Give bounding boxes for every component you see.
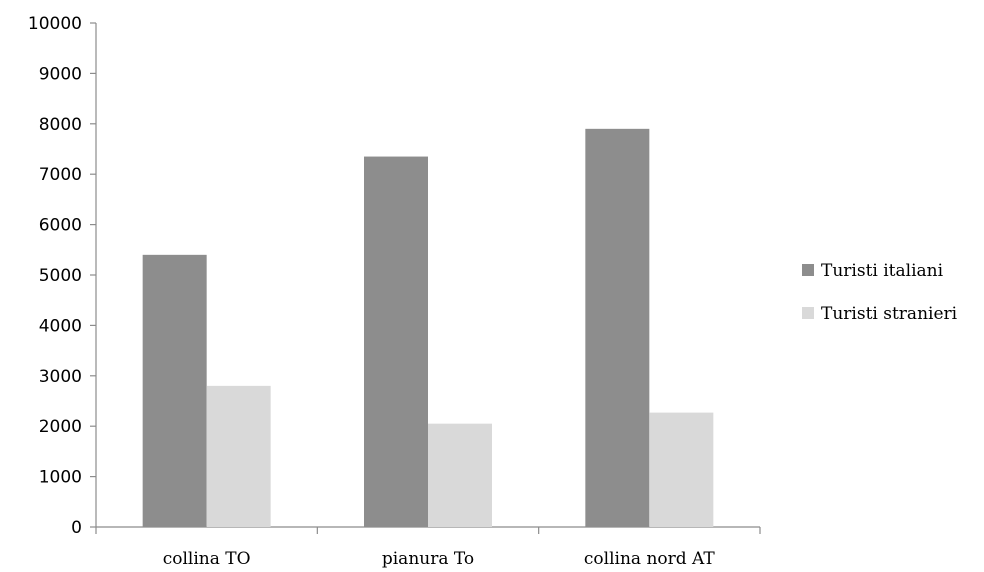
y-tick-label: 6000 bbox=[39, 216, 82, 236]
y-tick-label: 7000 bbox=[39, 165, 82, 185]
y-tick-label: 9000 bbox=[39, 64, 82, 84]
bar-italiani bbox=[142, 254, 207, 527]
bar-stranieri bbox=[206, 385, 271, 527]
y-tick-label: 0 bbox=[71, 518, 82, 538]
legend-label: Turisti italiani bbox=[821, 261, 944, 281]
y-tick-label: 10000 bbox=[28, 14, 82, 34]
legend-swatch bbox=[802, 264, 814, 276]
y-tick-label: 1000 bbox=[39, 468, 82, 488]
y-tick-label: 5000 bbox=[39, 266, 82, 286]
x-category-label: collina nord AT bbox=[584, 549, 715, 569]
y-tick-label: 2000 bbox=[39, 417, 82, 437]
legend-swatch bbox=[802, 307, 814, 319]
legend: Turisti italiani Turisti stranieri bbox=[802, 261, 958, 324]
x-category-label: pianura To bbox=[382, 549, 474, 569]
x-axis: collina TO pianura To collina nord AT bbox=[95, 526, 761, 569]
legend-label: Turisti stranieri bbox=[821, 304, 958, 324]
x-category-label: collina TO bbox=[163, 549, 251, 569]
bars bbox=[142, 128, 714, 527]
bar-stranieri bbox=[649, 412, 714, 527]
bar-italiani bbox=[364, 156, 428, 527]
y-tick-label: 3000 bbox=[39, 367, 82, 387]
y-tick-label: 8000 bbox=[39, 115, 82, 135]
y-axis: 0 1000 2000 3000 4000 5000 6000 7000 8000 9000 100… bbox=[28, 14, 97, 538]
bar-italiani bbox=[585, 128, 650, 527]
y-tick-label: 4000 bbox=[39, 316, 82, 336]
bar-stranieri bbox=[428, 423, 492, 527]
